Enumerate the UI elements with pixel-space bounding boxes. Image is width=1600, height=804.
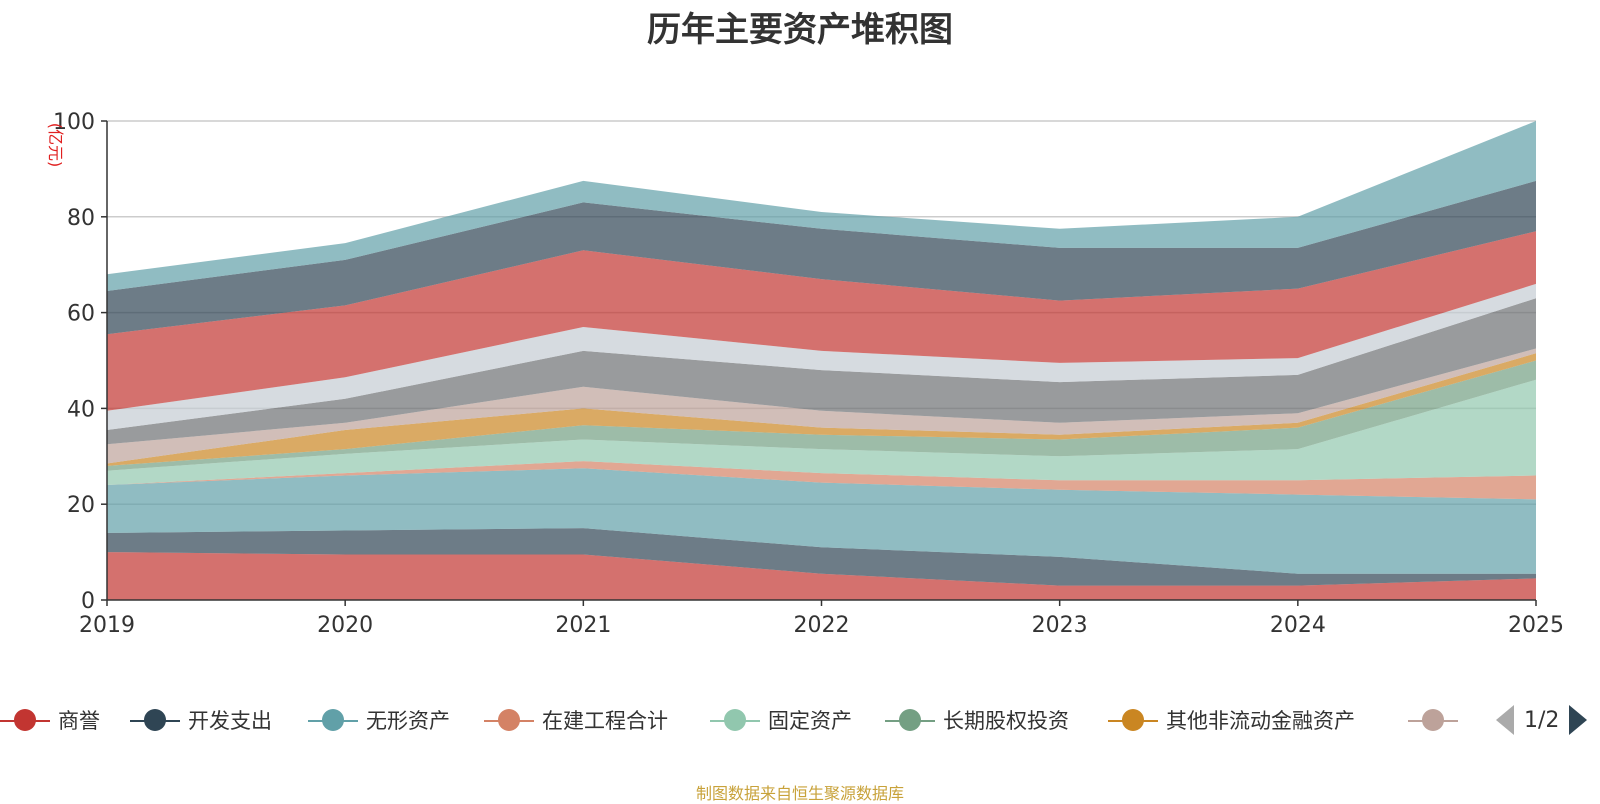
y-tick-label: 60 xyxy=(67,302,95,327)
x-tick-label: 2022 xyxy=(794,613,850,638)
legend-label: 无形资产 xyxy=(366,709,450,733)
legend-items: 商誉 开发支出 无形资产 在建工程合计 固定资产 长期股权投资 其他非流动金融资产 其 xyxy=(0,700,1460,740)
legend-marker-icon xyxy=(710,700,760,740)
legend-item[interactable]: 其 xyxy=(1408,700,1460,740)
legend-marker-icon xyxy=(130,700,180,740)
legend-next-page-icon[interactable] xyxy=(1569,705,1588,735)
source-note: 制图数据来自恒生聚源数据库 xyxy=(695,784,904,803)
axes: 0 20 40 60 80 100 2019 2020 2021 2022 2023 2024 2025 xyxy=(53,110,1564,638)
legend-label: 其他非流动金融资产 xyxy=(1166,709,1355,733)
area-series-12[interactable] xyxy=(107,180,1536,335)
legend-label: 商誉 xyxy=(58,709,100,733)
area-series-10[interactable] xyxy=(107,283,1536,430)
chart-title: 历年主要资产堆积图 xyxy=(647,10,953,50)
area-series-5[interactable] xyxy=(107,379,1536,485)
y-tick-label: 80 xyxy=(67,206,95,231)
area-series-2[interactable] xyxy=(107,528,1536,586)
x-tick-label: 2020 xyxy=(317,613,373,638)
legend-label: 在建工程合计 xyxy=(542,709,668,733)
legend-marker-icon xyxy=(1408,700,1458,740)
legend-marker-icon xyxy=(1108,700,1158,740)
legend-page-indicator: 1/2 xyxy=(1524,707,1560,733)
y-tick-label: 40 xyxy=(67,397,95,422)
legend-item[interactable]: 在建工程合计 xyxy=(484,700,668,740)
legend-item[interactable]: 固定资产 xyxy=(710,700,852,740)
legend-marker-icon xyxy=(308,700,358,740)
y-tick-label: 0 xyxy=(81,589,95,614)
legend-item[interactable]: 商誉 xyxy=(0,700,100,740)
area-series-3[interactable] xyxy=(107,468,1536,574)
x-tick-label: 2025 xyxy=(1508,613,1564,638)
legend-item[interactable]: 其他非流动金融资产 xyxy=(1108,700,1355,740)
area-series-11[interactable] xyxy=(107,231,1536,411)
x-tick-label: 2021 xyxy=(555,613,611,638)
area-series-4[interactable] xyxy=(107,461,1536,500)
legend-item[interactable]: 长期股权投资 xyxy=(885,700,1069,740)
y-tick-label: 20 xyxy=(67,493,95,518)
area-series-6[interactable] xyxy=(107,360,1536,471)
legend-item[interactable]: 无形资产 xyxy=(308,700,450,740)
area-series-9[interactable] xyxy=(107,298,1536,445)
legend-marker-icon xyxy=(885,700,935,740)
legend-prev-page-icon[interactable] xyxy=(1496,705,1514,735)
area-series-7[interactable] xyxy=(107,353,1536,466)
legend-label: 开发支出 xyxy=(188,709,272,733)
legend-marker-icon xyxy=(0,700,50,740)
stacked-area-chart: 0 20 40 60 80 100 2019 2020 2021 2022 2023 2024 2025… xyxy=(46,110,1564,638)
legend-pager: 1/2 xyxy=(1496,700,1588,740)
legend-item[interactable]: 开发支出 xyxy=(130,700,272,740)
x-tick-label: 2024 xyxy=(1270,613,1326,638)
legend-marker-icon xyxy=(484,700,534,740)
area-series xyxy=(107,121,1536,600)
x-tick-label: 2023 xyxy=(1032,613,1088,638)
legend: 商誉 开发支出 无形资产 在建工程合计 固定资产 长期股权投资 其他非流动金融资产 其 1/2 xyxy=(0,700,1600,740)
x-tick-label: 2019 xyxy=(79,613,135,638)
y-axis-label: (亿元) xyxy=(46,123,65,168)
legend-label: 固定资产 xyxy=(768,709,852,733)
legend-label: 长期股权投资 xyxy=(943,709,1069,733)
area-series-1[interactable] xyxy=(107,552,1536,600)
y-tick-label: 100 xyxy=(53,110,95,135)
